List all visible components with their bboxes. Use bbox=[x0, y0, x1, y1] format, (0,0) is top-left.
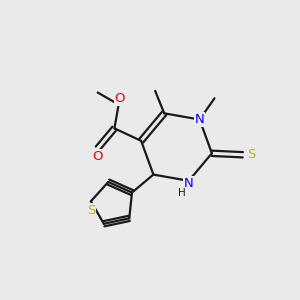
Text: S: S bbox=[248, 148, 256, 161]
Text: O: O bbox=[115, 92, 125, 105]
Text: S: S bbox=[87, 204, 95, 217]
Text: H: H bbox=[178, 188, 186, 198]
Text: O: O bbox=[92, 150, 102, 163]
Text: N: N bbox=[184, 177, 194, 190]
Text: N: N bbox=[195, 113, 205, 126]
